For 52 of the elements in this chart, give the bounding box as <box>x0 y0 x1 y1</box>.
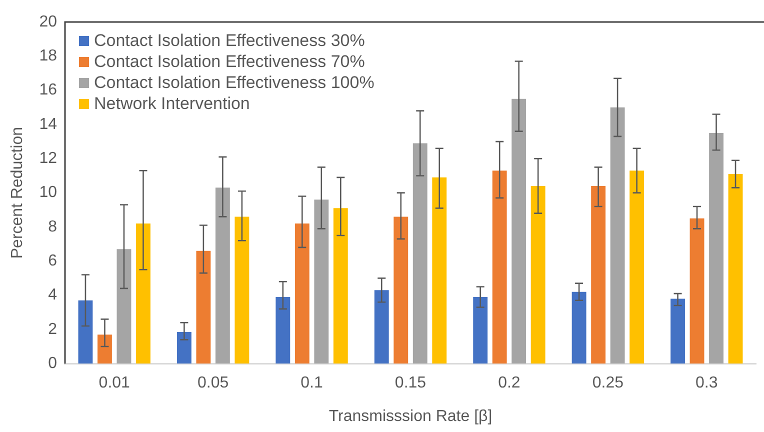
y-tick-label: 14 <box>39 116 58 133</box>
bar <box>432 177 447 364</box>
x-axis-title: Transmisssion Rate [β] <box>328 408 492 425</box>
y-tick-label: 12 <box>39 150 58 168</box>
y-axis-title: Percent Reduction <box>9 126 26 259</box>
bar <box>136 224 150 364</box>
x-tick-label: 0.15 <box>394 374 426 392</box>
bar <box>234 216 250 364</box>
y-tick-label: 20 <box>39 13 58 30</box>
bar <box>473 296 488 364</box>
y-tick-label: 0 <box>48 355 58 372</box>
bar <box>196 250 211 364</box>
y-tick-label: 4 <box>48 286 58 304</box>
x-tick-label: 0.2 <box>498 374 520 392</box>
legend-label: Network Intervention <box>94 93 250 114</box>
bar <box>294 224 310 364</box>
bar <box>412 143 428 364</box>
bar <box>610 107 625 364</box>
x-tick-label: 0.05 <box>198 374 229 392</box>
bar <box>530 186 546 364</box>
bar <box>709 133 724 364</box>
y-tick-label: 10 <box>39 184 58 202</box>
bar <box>394 216 408 364</box>
bar <box>670 298 685 364</box>
y-tick-label: 2 <box>48 320 58 338</box>
y-tick-label: 6 <box>48 252 58 270</box>
legend-label: Contact Isolation Effectiveness 30% <box>94 30 365 51</box>
bar <box>78 300 93 364</box>
y-tick-label: 8 <box>48 218 58 236</box>
bar <box>333 208 348 364</box>
bar <box>116 249 132 364</box>
bar <box>630 170 644 364</box>
x-tick-label: 0.01 <box>98 374 130 392</box>
x-tick-label: 0.1 <box>300 374 323 392</box>
bar <box>314 200 329 364</box>
legend-label: Contact Isolation Effectiveness 100% <box>94 72 374 93</box>
bar <box>512 98 526 364</box>
bar <box>690 218 704 364</box>
bar <box>374 290 389 364</box>
bar <box>591 186 606 364</box>
x-tick-label: 0.3 <box>696 374 718 392</box>
legend-label: Contact Isolation Effectiveness 70% <box>94 51 365 72</box>
y-tick-label: 18 <box>39 48 58 65</box>
bar <box>98 334 112 364</box>
x-tick-label: 0.25 <box>592 374 624 392</box>
y-tick-label: 16 <box>39 82 58 99</box>
bar <box>215 188 230 364</box>
bar <box>176 332 192 364</box>
bar <box>276 296 290 364</box>
bar <box>572 292 586 364</box>
bar <box>728 174 743 364</box>
bar <box>492 170 507 364</box>
